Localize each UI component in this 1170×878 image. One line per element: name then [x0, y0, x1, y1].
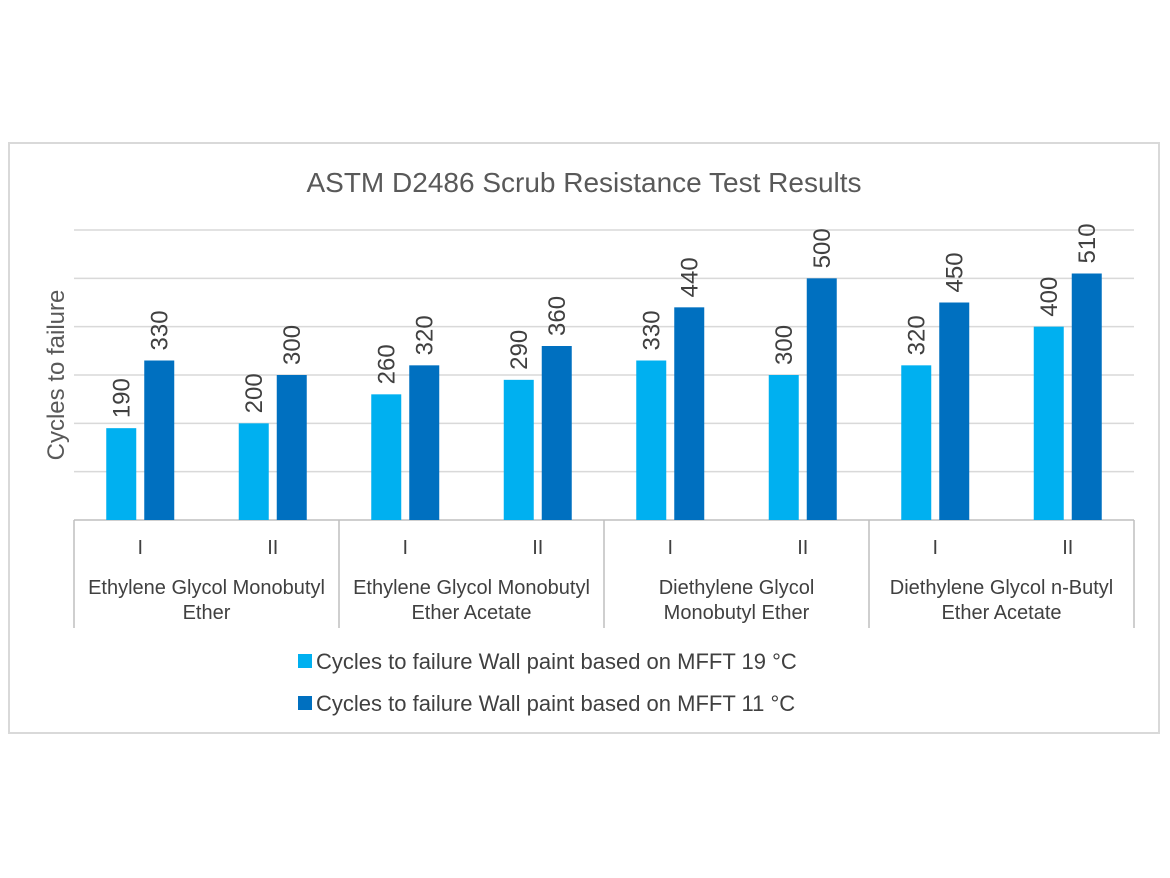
group-label-2-line1: Ethylene Glycol Monobutyl: [353, 577, 590, 599]
category-label-5: I: [667, 537, 673, 559]
group-label-2-line2: Ether Acetate: [411, 602, 531, 624]
data-label-series2-cat8: 510: [1074, 223, 1101, 263]
chart-title: ASTM D2486 Scrub Resistance Test Results: [306, 167, 861, 198]
legend-swatch-series1: [298, 654, 312, 668]
data-label-series1-cat2: 200: [241, 373, 268, 413]
group-label-4-line1: Diethylene Glycol n-Butyl: [890, 577, 1113, 599]
category-label-8: II: [1062, 537, 1073, 559]
bar-series2-cat1: [144, 360, 175, 520]
category-label-2: II: [267, 537, 278, 559]
bar-series2-cat3: [409, 365, 440, 520]
group-label-4-line2: Ether Acetate: [941, 602, 1061, 624]
bar-series1-cat7: [901, 365, 932, 520]
category-label-1: I: [137, 537, 143, 559]
legend-swatch-series2: [298, 696, 312, 710]
category-label-7: I: [932, 537, 938, 559]
bar-series1-cat3: [371, 394, 402, 520]
bar-series2-cat2: [276, 375, 307, 520]
data-label-series1-cat8: 400: [1036, 277, 1063, 317]
data-label-series1-cat6: 300: [771, 325, 798, 365]
data-label-series1-cat7: 320: [903, 315, 930, 355]
bar-series2-cat5: [674, 307, 705, 520]
data-label-series1-cat4: 290: [506, 330, 533, 370]
group-label-1-line2: Ether: [183, 602, 231, 624]
data-label-series2-cat5: 440: [676, 257, 703, 297]
data-label-series1-cat1: 190: [108, 378, 135, 418]
y-axis-label: Cycles to failure: [43, 290, 70, 461]
bar-series1-cat6: [768, 375, 799, 520]
data-label-series1-cat3: 260: [373, 344, 400, 384]
legend-label-series2: Cycles to failure Wall paint based on MF…: [316, 691, 795, 716]
bar-series1-cat2: [238, 423, 269, 520]
data-label-series2-cat1: 330: [146, 310, 173, 350]
category-label-4: II: [532, 537, 543, 559]
bar-series1-cat8: [1033, 326, 1064, 520]
category-label-6: II: [797, 537, 808, 559]
data-label-series2-cat7: 450: [941, 252, 968, 292]
bar-series1-cat5: [636, 360, 667, 520]
legend-label-series1: Cycles to failure Wall paint based on MF…: [316, 649, 797, 674]
bar-series1-cat4: [503, 379, 534, 520]
bar-series2-cat7: [939, 302, 970, 520]
bar-series1-cat1: [106, 428, 137, 520]
bar-series2-cat6: [806, 278, 837, 520]
group-label-3-line2: Monobutyl Ether: [664, 602, 810, 624]
bar-series2-cat4: [541, 346, 572, 520]
bar-series2-cat8: [1071, 273, 1102, 520]
group-label-1-line1: Ethylene Glycol Monobutyl: [88, 577, 325, 599]
chart-svg: ASTM D2486 Scrub Resistance Test Results…: [43, 167, 1135, 716]
group-label-3-line1: Diethylene Glycol: [659, 577, 815, 599]
data-label-series2-cat6: 500: [809, 228, 836, 268]
chart-frame: ASTM D2486 Scrub Resistance Test Results…: [8, 142, 1160, 734]
data-label-series2-cat2: 300: [279, 325, 306, 365]
category-label-3: I: [402, 537, 408, 559]
data-label-series1-cat5: 330: [638, 310, 665, 350]
data-label-series2-cat3: 320: [411, 315, 438, 355]
data-label-series2-cat4: 360: [544, 296, 571, 336]
